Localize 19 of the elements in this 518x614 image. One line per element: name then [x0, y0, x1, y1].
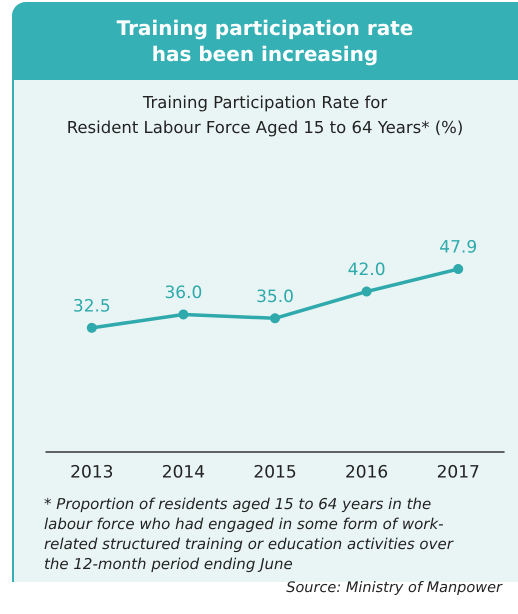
- data-label: 35.0: [256, 286, 294, 307]
- x-tick-label: 2015: [253, 462, 297, 482]
- point: [270, 313, 280, 324]
- x-tick-label: 2017: [436, 462, 480, 482]
- data-label: 36.0: [164, 282, 202, 303]
- text: * Proportion of residents aged 15 to 64 years in the labour force who had engaged in some form of work-related structured training or education activities over the 12-month period ending June: [44, 494, 455, 574]
- chart-subtitle: Training Participation Rate for Resident Labour Force Aged 15 to 64 Years* (%): [66, 92, 464, 139]
- point: [453, 264, 464, 274]
- x-tick-label: 2014: [162, 462, 206, 482]
- point: [362, 286, 372, 297]
- data-label: 47.9: [439, 238, 478, 258]
- data-label: 32.5: [72, 296, 111, 316]
- x-tick-label: 2013: [70, 462, 114, 482]
- point: [178, 309, 188, 320]
- chart-title: Training participation rate has been increasing: [12, 2, 518, 80]
- source-note: Source: Ministry of Manpower: [286, 580, 502, 596]
- point: [86, 322, 97, 333]
- data-label: 42.0: [348, 260, 386, 280]
- x-tick-label: 2016: [344, 462, 388, 482]
